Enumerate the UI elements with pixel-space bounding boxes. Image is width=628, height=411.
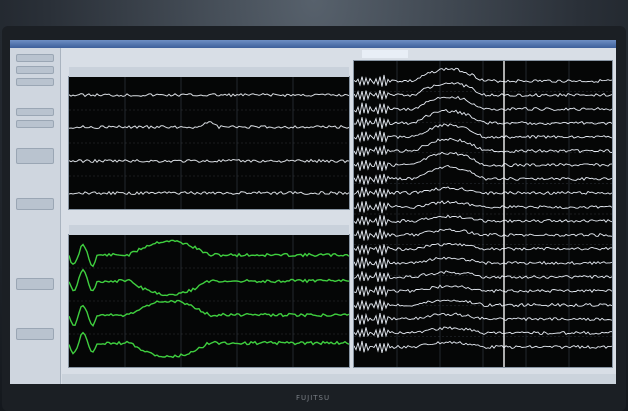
toolbar-button-1[interactable]	[16, 54, 54, 62]
eeg-trace	[354, 82, 612, 101]
toolbar-button-9[interactable]	[16, 328, 54, 340]
eeg-trace	[354, 95, 612, 115]
eeg-trace	[69, 190, 349, 196]
eeg-trace	[354, 256, 612, 269]
panel-header	[69, 225, 349, 235]
eeg-trace	[354, 137, 612, 157]
emg-trace	[69, 331, 349, 359]
toolbar-button-7[interactable]	[16, 198, 54, 210]
eeg-trace	[69, 93, 349, 98]
trace-panel-top-left[interactable]	[68, 67, 350, 210]
emg-trace	[69, 239, 349, 268]
eeg-trace	[354, 228, 612, 241]
eeg-trace	[354, 200, 612, 214]
eeg-trace	[354, 186, 612, 199]
trace-canvas-bottom-left	[69, 235, 349, 367]
eeg-trace	[69, 158, 349, 164]
toolbar-button-8[interactable]	[16, 278, 54, 290]
toolbar-button-2[interactable]	[16, 66, 54, 74]
eeg-trace	[354, 284, 612, 298]
toolbar-button-4[interactable]	[16, 108, 54, 116]
toolbar-button-5[interactable]	[16, 120, 54, 128]
eeg-trace	[69, 121, 349, 130]
brand-logo: FUJITSU	[296, 394, 331, 402]
eeg-trace	[354, 109, 612, 129]
emg-trace	[69, 268, 349, 297]
emg-trace	[69, 299, 349, 327]
eeg-trace	[354, 299, 612, 311]
eeg-trace	[354, 165, 612, 186]
status-bar	[62, 374, 616, 384]
eeg-trace	[354, 340, 612, 353]
trace-panel-right[interactable]	[353, 60, 613, 368]
toolbar-button-3[interactable]	[16, 78, 54, 86]
eeg-trace	[354, 270, 612, 283]
trace-canvas-top-left	[69, 77, 349, 209]
eeg-trace	[354, 123, 612, 143]
trace-panel-bottom-left[interactable]	[68, 225, 350, 368]
eeg-trace	[354, 242, 612, 256]
panel-header	[69, 67, 349, 77]
eeg-trace	[354, 312, 612, 326]
eeg-trace	[354, 214, 612, 227]
trace-canvas-right	[354, 61, 612, 367]
eeg-trace	[354, 151, 612, 172]
right-panel-tab[interactable]	[362, 50, 408, 58]
toolbar-button-6[interactable]	[16, 148, 54, 164]
eeg-trace	[354, 67, 612, 87]
eeg-trace	[354, 326, 612, 338]
left-toolbar	[10, 48, 61, 384]
window-titlebar	[10, 40, 616, 48]
monitor-screen	[10, 40, 616, 384]
